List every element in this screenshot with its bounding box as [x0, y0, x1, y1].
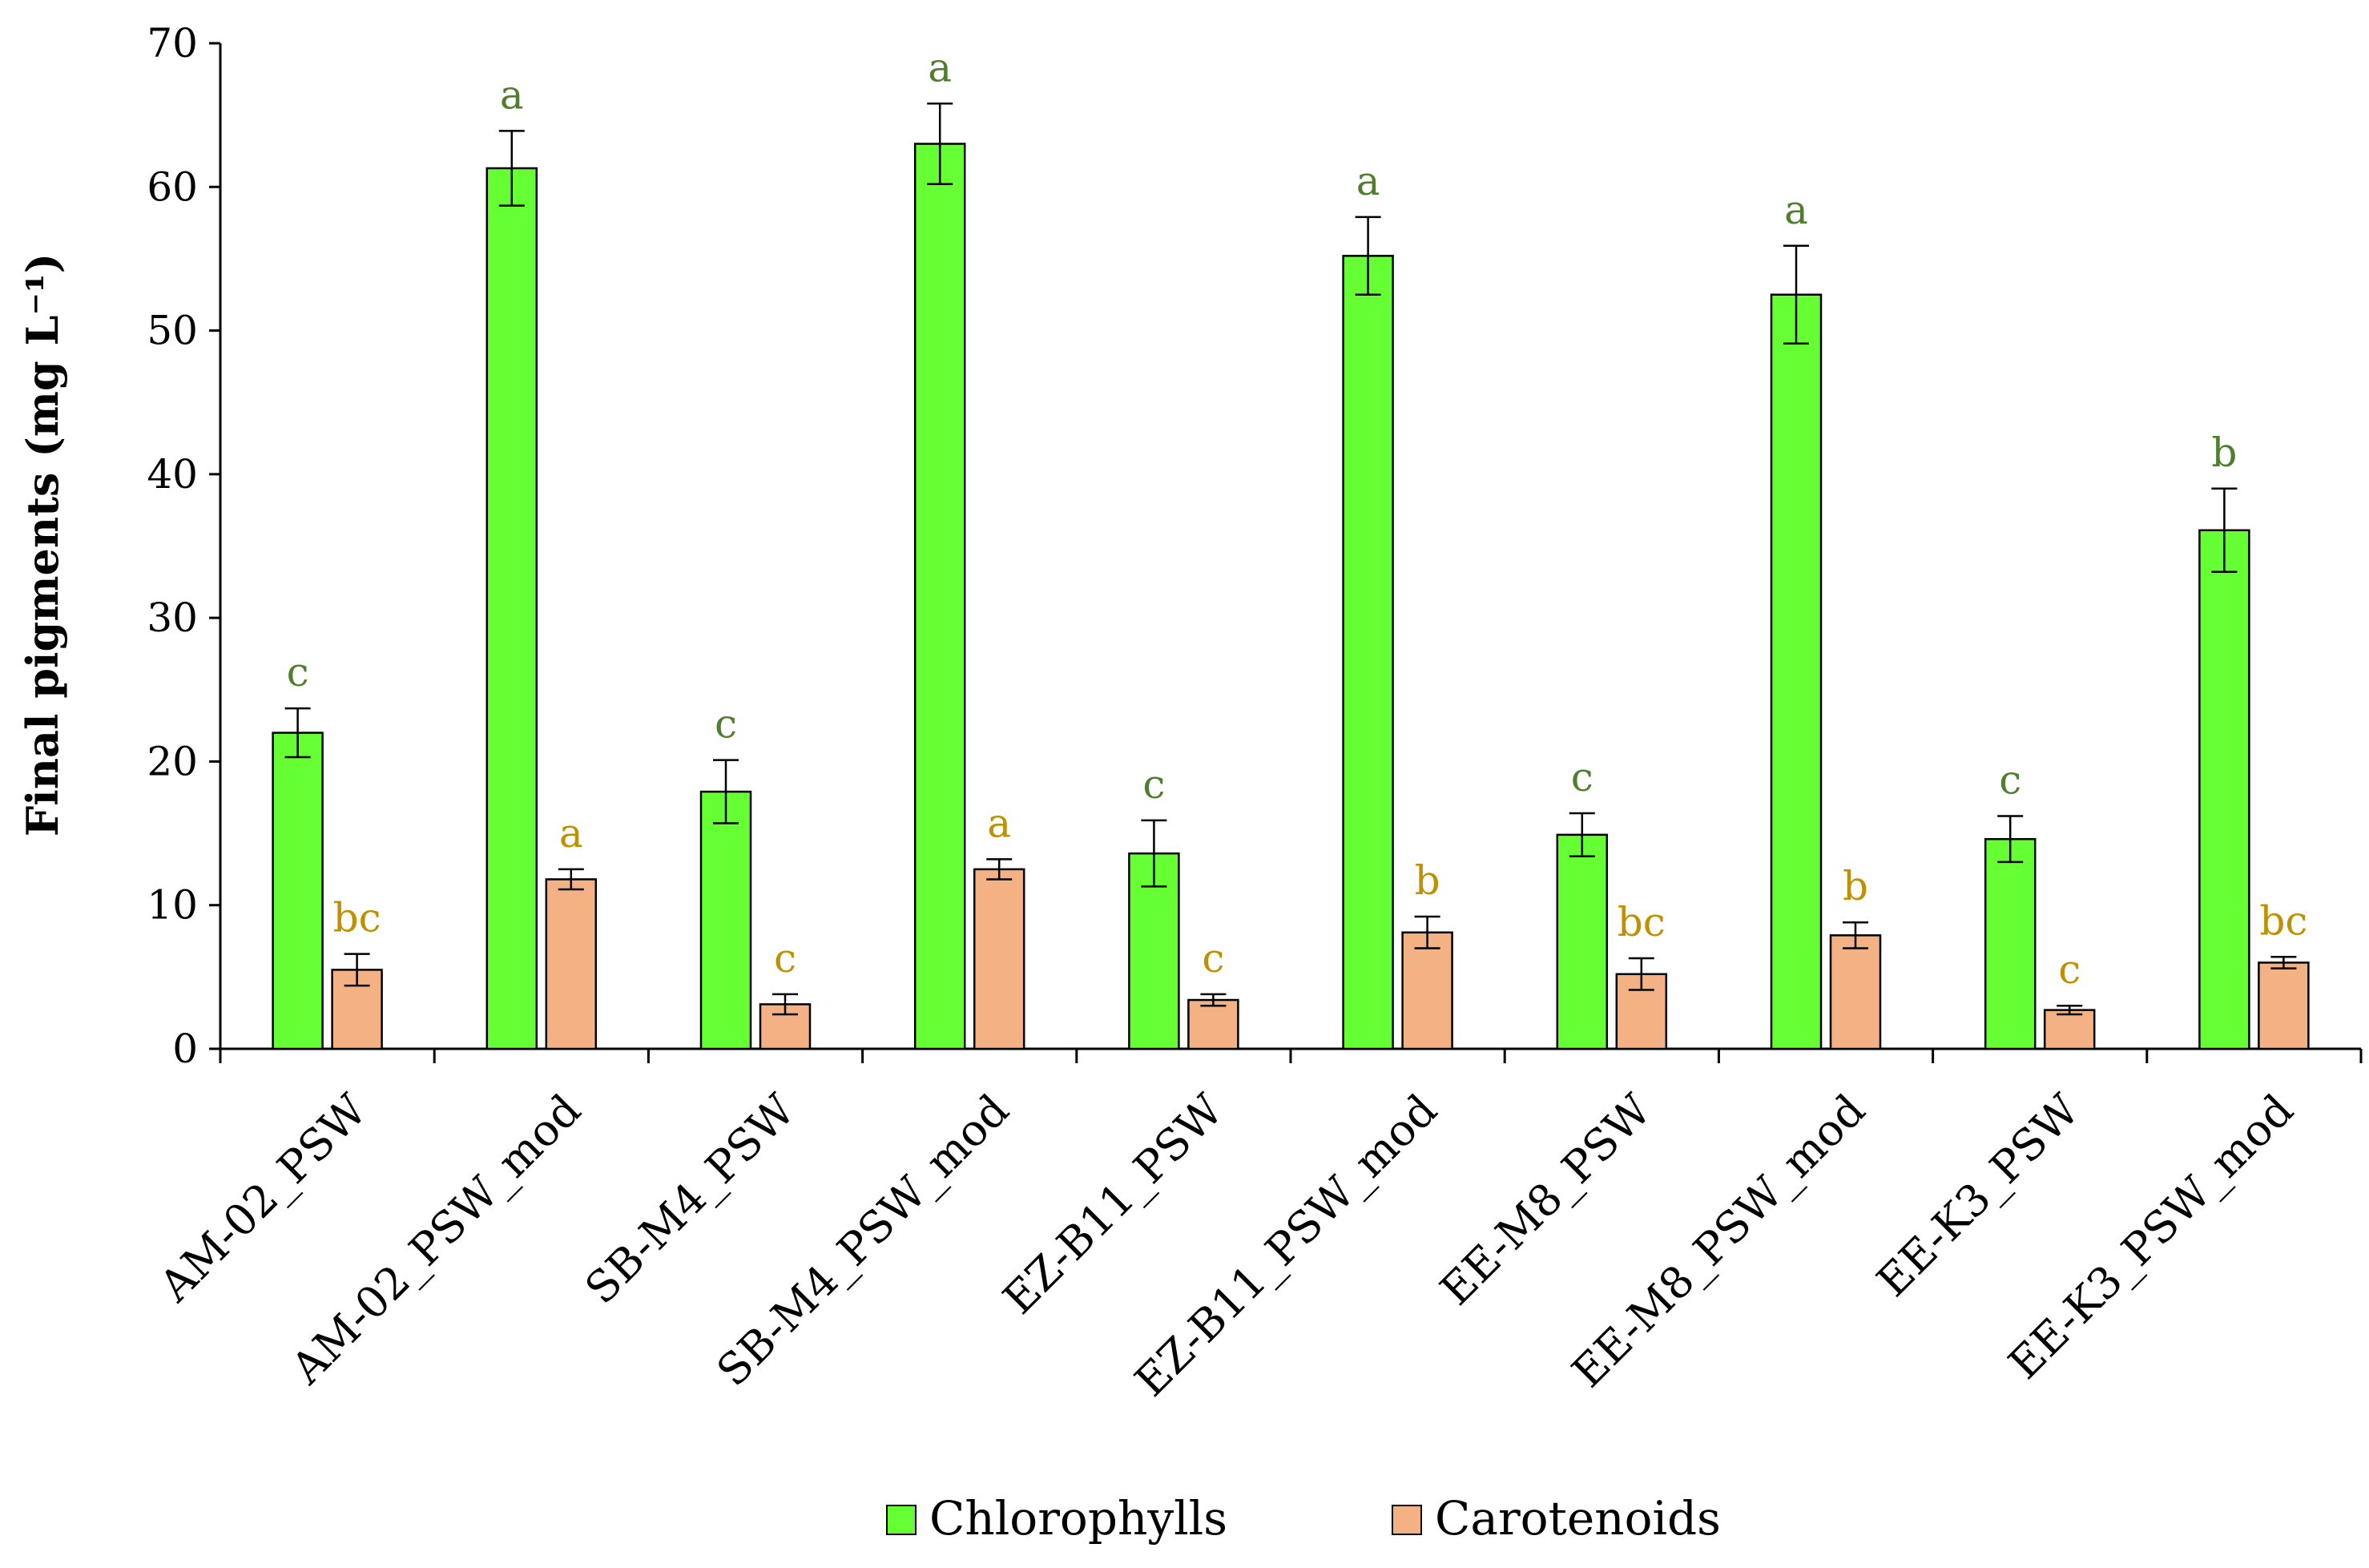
bar-carotenoids-ez-b11-psw [1187, 998, 1239, 1050]
category-label: AM-02_PSW [149, 1084, 377, 1312]
y-tick-label: 30 [147, 595, 198, 641]
significance-letter-carotenoids: c [774, 935, 796, 982]
significance-letter-chlorophylls: c [1142, 761, 1165, 808]
significance-letter-carotenoids: a [987, 800, 1011, 846]
y-tick-label: 40 [147, 451, 198, 498]
category-label: EZ-B11_PSW [993, 1084, 1233, 1324]
bar-chlorophylls-ee-k3-psw [1984, 837, 2037, 1050]
bar-chlorophylls-am-02-psw [272, 732, 324, 1050]
y-tick-label: 20 [147, 738, 198, 784]
bar-chlorophylls-sb-m4-psw [699, 790, 752, 1050]
bar-chlorophylls-ez-b11-psw-mod [1342, 255, 1394, 1050]
significance-letter-carotenoids: bc [2259, 897, 2307, 944]
significance-letter-carotenoids: b [1415, 857, 1440, 904]
significance-letter-chlorophylls: c [1999, 757, 2021, 804]
y-axis-label: Final pigments (mg L⁻¹) [17, 253, 68, 836]
significance-letter-chlorophylls: c [1571, 754, 1593, 800]
significance-letter-carotenoids: b [1843, 863, 1868, 909]
legend-swatch-chlorophylls [886, 1505, 917, 1535]
y-tick-label: 0 [172, 1026, 198, 1072]
labels: cbcAM-02_PSWaaAM-02_PSW_modccSB-M4_PSWaa… [149, 44, 2307, 1406]
bar-chlorophylls-ee-m8-psw [1556, 833, 1609, 1050]
significance-letter-carotenoids: bc [1618, 899, 1666, 945]
significance-letter-carotenoids: bc [333, 895, 381, 941]
bar-chlorophylls-ee-m8-psw-mod [1770, 293, 1823, 1050]
bar-chlorophylls-sb-m4-psw-mod [913, 143, 966, 1050]
significance-letter-chlorophylls: b [2211, 429, 2237, 476]
y-tick-label: 70 [147, 20, 198, 67]
category-label: EE-K3_PSW [1867, 1084, 2089, 1306]
category-label: EE-M8_PSW [1430, 1084, 1661, 1315]
significance-letter-chlorophylls: c [287, 649, 309, 695]
significance-letter-carotenoids: a [559, 810, 583, 857]
bar-carotenoids-ee-m8-psw-mod [1829, 934, 1882, 1050]
significance-letter-chlorophylls: a [1784, 187, 1808, 233]
bar-chlorophylls-ee-k3-psw-mod [2198, 529, 2250, 1050]
significance-letter-carotenoids: c [1202, 935, 1224, 982]
bar-carotenoids-ez-b11-psw-mod [1401, 931, 1453, 1050]
legend: Chlorophylls Carotenoids [886, 1491, 1721, 1546]
bar-chlorophylls-am-02-psw-mod [485, 167, 538, 1050]
significance-letter-chlorophylls: a [928, 44, 952, 91]
significance-letter-chlorophylls: a [500, 71, 524, 118]
y-tick-label: 50 [147, 308, 198, 354]
category-label: SB-M4_PSW [575, 1084, 804, 1313]
y-tick-label: 10 [147, 882, 198, 929]
bar-carotenoids-sb-m4-psw-mod [973, 868, 1025, 1050]
significance-letter-chlorophylls: a [1356, 158, 1380, 204]
bar-carotenoids-ee-k3-psw-mod [2258, 961, 2310, 1050]
y-tick-label: 60 [147, 163, 198, 210]
bars [272, 103, 2310, 1050]
legend-swatch-carotenoids [1392, 1505, 1422, 1535]
legend-label-chlorophylls: Chlorophylls [929, 1491, 1227, 1546]
bar-carotenoids-ee-k3-psw [2043, 1009, 2096, 1050]
significance-letter-chlorophylls: c [715, 701, 737, 748]
legend-label-carotenoids: Carotenoids [1435, 1491, 1721, 1546]
bar-carotenoids-am-02-psw-mod [545, 878, 598, 1050]
significance-letter-carotenoids: c [2058, 946, 2081, 993]
